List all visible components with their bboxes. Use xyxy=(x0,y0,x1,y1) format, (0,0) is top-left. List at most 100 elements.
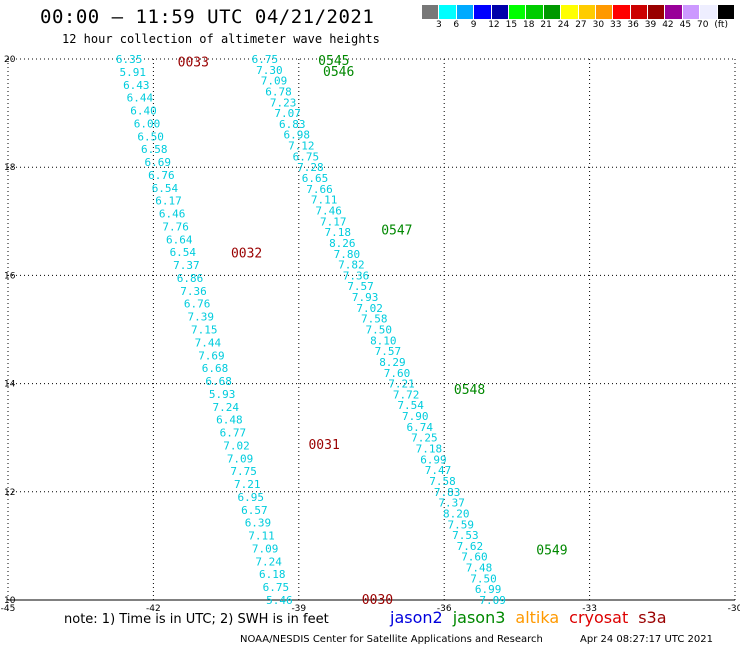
legend-entry: s3a xyxy=(638,608,667,627)
wave-height-value: 6.48 xyxy=(216,414,243,427)
wave-height-value: 7.24 xyxy=(213,401,240,414)
y-tick-label: 16 xyxy=(4,271,16,281)
chart-title: 00:00 — 11:59 UTC 04/21/2021 xyxy=(40,6,375,28)
wave-height-value: 7.17 xyxy=(320,215,347,228)
wave-height-value: 5.93 xyxy=(209,388,236,401)
wave-height-value: 5.91 xyxy=(119,66,146,79)
pass-time-label: 0548 xyxy=(454,383,485,398)
generated-timestamp: Apr 24 08:27:17 UTC 2021 xyxy=(580,634,713,645)
color-swatch xyxy=(648,5,666,19)
x-tick-label: -30 xyxy=(728,604,740,614)
wave-height-value: 6.68 xyxy=(202,362,229,375)
wave-height-value: 7.48 xyxy=(466,562,493,575)
wave-height-value: 7.21 xyxy=(234,478,261,491)
wave-height-value: 7.39 xyxy=(187,311,214,324)
wave-height-value: 7.60 xyxy=(384,367,411,380)
color-swatch xyxy=(682,5,701,19)
wave-height-value: 6.75 xyxy=(293,150,320,163)
pass-time-label: 0030 xyxy=(362,593,393,608)
pass-time-label: 0546 xyxy=(323,65,354,80)
wave-height-value: 6.98 xyxy=(284,129,311,142)
color-swatch xyxy=(456,5,475,19)
wave-height-value: 6.83 xyxy=(279,118,306,131)
color-scale-labels: 3 6 9 12 15 18 21 24 27 30 33 36 39 42 45 70 (ft) xyxy=(422,20,728,32)
wave-height-value: 7.07 xyxy=(274,107,301,120)
wave-height-value: 7.25 xyxy=(411,432,438,445)
legend-entry: cryosat xyxy=(569,608,629,627)
wave-height-value: 7.57 xyxy=(375,345,402,358)
note-text: note: 1) Time is in UTC; 2) SWH is in fe… xyxy=(64,612,329,627)
x-tick-label: -39 xyxy=(291,604,306,614)
wave-height-value: 6.46 xyxy=(159,208,186,221)
wave-height-value: 6.64 xyxy=(166,233,193,246)
wave-height-value: 7.23 xyxy=(270,96,297,109)
wave-height-value: 7.12 xyxy=(288,140,315,153)
y-tick-label: 14 xyxy=(4,380,16,390)
wave-height-value: 6.99 xyxy=(420,453,447,466)
wave-height-value: 7.66 xyxy=(306,183,333,196)
color-scale-label: 21 xyxy=(540,20,552,30)
color-scale-label: 18 xyxy=(523,20,535,30)
color-scale-label: 12 xyxy=(488,20,500,30)
footer-credit: NOAA/NESDIS Center for Satellite Applica… xyxy=(240,634,543,645)
legend-entry: altika xyxy=(515,608,560,627)
wave-height-value: 7.58 xyxy=(429,475,456,488)
wave-height-value: 7.11 xyxy=(311,194,338,207)
wave-height-value: 6.40 xyxy=(130,105,157,118)
wave-height-value: 7.47 xyxy=(425,464,452,477)
wave-height-value: 6.00 xyxy=(134,117,161,130)
color-scale-label: 9 xyxy=(470,20,477,30)
wave-height-value: 6.69 xyxy=(145,156,172,169)
wave-height-value: 6.43 xyxy=(123,79,150,92)
wave-height-value: 7.58 xyxy=(361,313,388,326)
color-swatch xyxy=(491,5,509,19)
color-swatch xyxy=(595,5,614,19)
wave-height-value: 7.09 xyxy=(479,594,506,607)
wave-height-value: 7.82 xyxy=(338,259,365,272)
wave-height-value: 7.72 xyxy=(393,388,420,401)
wave-height-value: 7.18 xyxy=(416,443,443,456)
color-swatch xyxy=(474,5,492,19)
wave-height-value: 6.68 xyxy=(205,375,232,388)
wave-height-value: 7.15 xyxy=(191,324,218,337)
pass-time-label: 0032 xyxy=(231,247,262,262)
wave-height-value: 6.86 xyxy=(177,272,204,285)
wave-height-value: 6.54 xyxy=(152,182,179,195)
wave-height-value: 7.28 xyxy=(297,161,324,174)
x-tick-label: -45 xyxy=(1,604,16,614)
wave-height-value: 6.65 xyxy=(302,172,329,185)
color-swatch xyxy=(561,5,579,19)
wave-height-value: 6.58 xyxy=(141,143,168,156)
color-swatch xyxy=(700,5,718,19)
wave-height-value: 8.20 xyxy=(443,507,470,520)
color-scale-label: 6 xyxy=(453,20,460,30)
data-points: 6.355.916.436.446.406.006.506.586.696.76… xyxy=(116,53,506,607)
tick-labels: -45 -42 -39 -36 -33 -30 10 12 14 16 18 20 xyxy=(1,55,740,614)
wave-height-value: 7.09 xyxy=(252,542,279,555)
color-swatch xyxy=(543,5,562,19)
color-swatch xyxy=(422,5,440,19)
color-scale-label: 3 xyxy=(436,20,442,30)
wave-height-value: 7.80 xyxy=(334,248,361,261)
y-tick-label: 18 xyxy=(4,163,16,173)
satellite-legend: jason2 jason3 altika cryosat s3a xyxy=(390,608,677,627)
wave-height-value: 7.30 xyxy=(256,64,283,77)
wave-height-value: 6.18 xyxy=(259,568,286,581)
pass-time-label: 0545 xyxy=(318,54,349,69)
wave-height-value: 7.53 xyxy=(452,529,479,542)
wave-height-value: 7.09 xyxy=(227,452,254,465)
wave-height-value: 6.75 xyxy=(263,581,290,594)
color-scale-label: 70 xyxy=(697,20,709,30)
y-tick-label: 10 xyxy=(4,596,16,606)
y-tick-label: 12 xyxy=(4,488,15,498)
color-scale-label: 42 xyxy=(662,20,674,30)
wave-height-value: 6.35 xyxy=(116,53,143,66)
wave-height-value: 6.50 xyxy=(137,130,164,143)
wave-height-value: 7.62 xyxy=(457,540,484,553)
wave-height-value: 6.44 xyxy=(127,92,154,105)
wave-height-value: 7.76 xyxy=(162,220,189,233)
wave-height-value: 6.78 xyxy=(265,85,292,98)
wave-height-value: 6.95 xyxy=(238,491,265,504)
wave-height-value: 6.77 xyxy=(220,427,247,440)
